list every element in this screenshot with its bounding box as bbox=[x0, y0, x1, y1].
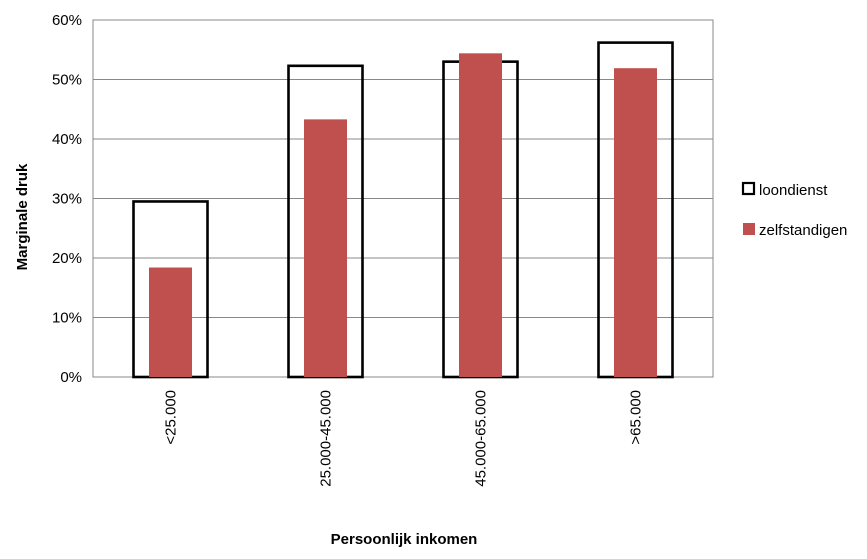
x-tick-label: 45.000-65.000 bbox=[473, 390, 490, 487]
x-tick-label: <25.000 bbox=[163, 390, 180, 445]
bar-zelfstandigen bbox=[459, 53, 502, 377]
legend-label-zelfstandigen: zelfstandigen bbox=[759, 222, 847, 239]
y-tick-label: 0% bbox=[60, 369, 82, 386]
gridlines bbox=[93, 79, 713, 318]
y-tick-label: 60% bbox=[52, 12, 82, 29]
x-tick-label: >65.000 bbox=[628, 390, 645, 445]
y-tick-label: 10% bbox=[52, 310, 82, 327]
y-axis-ticks: 0% 10% 20% 30% 40% 50% 60% bbox=[52, 12, 82, 386]
x-axis-title: Persoonlijk inkomen bbox=[331, 531, 478, 548]
x-tick-label: 25.000-45.000 bbox=[318, 390, 335, 487]
legend-swatch-zelfstandigen bbox=[743, 223, 755, 235]
y-tick-label: 50% bbox=[52, 72, 82, 89]
y-tick-label: 40% bbox=[52, 131, 82, 148]
y-tick-label: 30% bbox=[52, 191, 82, 208]
x-axis-ticks: <25.000 25.000-45.000 45.000-65.000 >65.000 bbox=[163, 390, 645, 487]
y-axis-title: Marginale druk bbox=[14, 163, 31, 270]
bar-zelfstandigen bbox=[149, 267, 192, 377]
bar-zelfstandigen bbox=[614, 68, 657, 377]
series-zelfstandigen bbox=[149, 53, 657, 378]
y-tick-label: 20% bbox=[52, 250, 82, 267]
legend-swatch-loondienst bbox=[741, 181, 756, 196]
bar-zelfstandigen bbox=[304, 119, 347, 378]
legend-label-loondienst: loondienst bbox=[759, 182, 828, 199]
legend: loondienst zelfstandigen bbox=[741, 181, 847, 239]
